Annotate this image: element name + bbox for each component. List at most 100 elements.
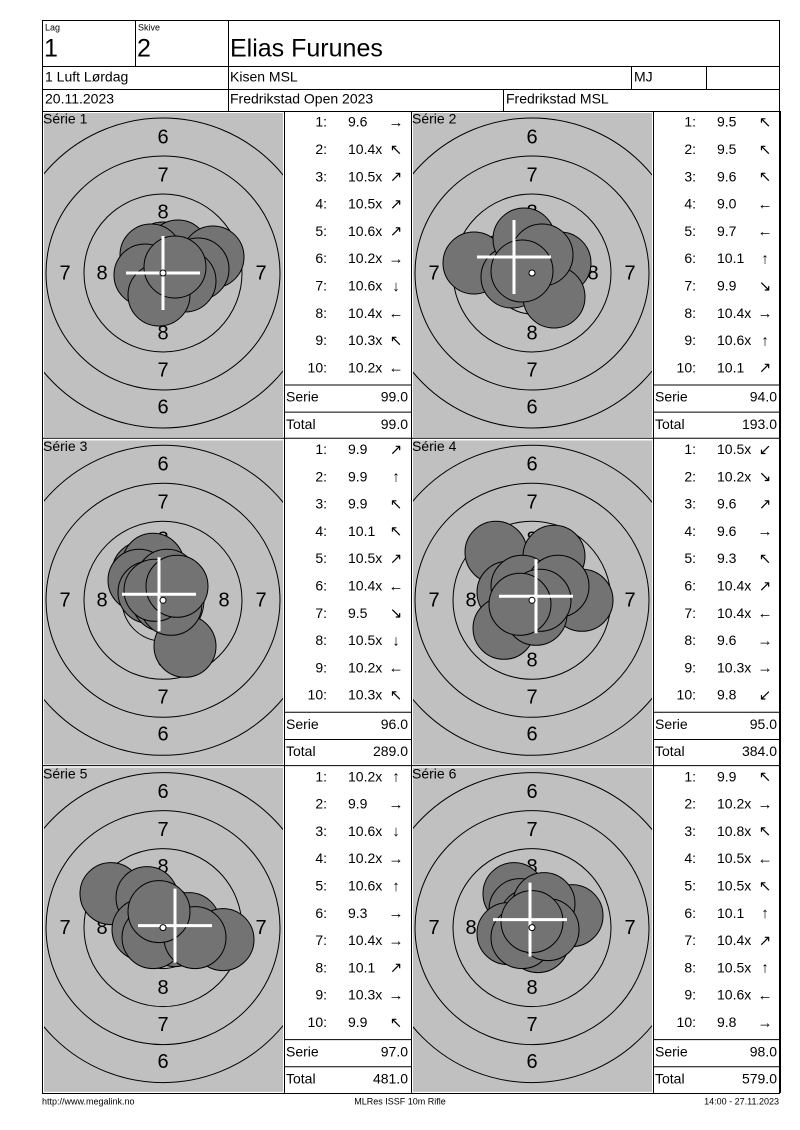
shot-direction: ↗ (759, 578, 772, 595)
shot-direction: ↗ (390, 550, 403, 567)
ring-label: 6 (157, 126, 168, 148)
shot-score: 9.5 (717, 141, 737, 157)
shot-number: 6: (315, 250, 327, 266)
shot-score: 9.9 (348, 496, 368, 512)
serie-label: Serie (286, 1043, 319, 1059)
shot-score: 10.1 (348, 523, 375, 539)
shot-score: 10.1 (717, 905, 744, 921)
ring-label: 6 (526, 126, 537, 148)
shot-number: 2: (684, 468, 696, 484)
footer-timestamp: 14:00 - 27.11.2023 (704, 1096, 779, 1106)
total-score: 481.0 (373, 1070, 408, 1086)
shot-score: 9.9 (717, 768, 737, 784)
shot-score: 9.9 (348, 796, 368, 812)
ring-label: 7 (59, 590, 70, 612)
ring-label: 8 (218, 590, 229, 612)
shot-score: 10.3x (348, 987, 382, 1003)
shot-number: 4: (315, 523, 327, 539)
shot-number: 10: (308, 359, 327, 375)
series-title: Série 1 (43, 111, 88, 127)
skive: 2 (137, 35, 151, 63)
total-label: Total (286, 743, 316, 759)
shot-number: 5: (684, 550, 696, 566)
shot-direction: → (758, 305, 773, 322)
shot-direction: ← (389, 360, 404, 377)
shot-score: 9.9 (717, 278, 737, 294)
target: 6788767887 (413, 113, 652, 438)
target: 6788767887 (413, 767, 652, 1092)
shot-score: 10.2x (348, 250, 382, 266)
shot-number: 2: (315, 468, 327, 484)
shot-number: 8: (315, 959, 327, 975)
shot-direction: ↑ (392, 769, 400, 786)
ring-label: 7 (255, 590, 266, 612)
center-mark (159, 269, 167, 277)
shot-number: 1: (315, 441, 327, 457)
shot-score: 9.9 (348, 441, 368, 457)
shot-direction: ↖ (390, 332, 403, 349)
shot-number: 1: (684, 441, 696, 457)
shot-score: 9.9 (348, 1014, 368, 1030)
center-mark (528, 596, 536, 604)
ring (413, 117, 652, 429)
shot-direction: ↖ (390, 496, 403, 513)
shot-direction: ← (389, 660, 404, 677)
target: 6788767887 (413, 440, 652, 765)
shot-number: 9: (315, 987, 327, 1003)
ring-label: 6 (157, 1051, 168, 1073)
total-label: Total (286, 416, 316, 432)
shot-score: 9.8 (717, 1014, 737, 1030)
shooter-name: Elias Furunes (230, 35, 383, 63)
shot-number: 2: (315, 141, 327, 157)
shot-hole (490, 239, 554, 303)
ring-label: 7 (157, 492, 168, 514)
ring-label: 7 (526, 819, 537, 841)
ring-label: 7 (157, 359, 168, 381)
ring-label: 7 (59, 262, 70, 284)
serie-label: Serie (655, 1043, 688, 1059)
shot-direction: ↗ (759, 932, 772, 949)
shot-number: 7: (315, 932, 327, 948)
shot-direction: ← (758, 850, 773, 867)
shot-direction: ↑ (761, 905, 769, 922)
series-title: Série 6 (412, 765, 457, 781)
ring-label: 8 (157, 201, 168, 223)
shot-number: 6: (684, 250, 696, 266)
ring-label: 7 (157, 164, 168, 186)
shot-score: 10.2x (348, 659, 382, 675)
shot-direction: ↗ (759, 360, 772, 377)
ring-label: 8 (465, 590, 476, 612)
shot-direction: → (389, 905, 404, 922)
ring (414, 155, 650, 391)
shot-score: 9.0 (717, 196, 737, 212)
shot-number: 5: (684, 223, 696, 239)
shot-direction: → (389, 932, 404, 949)
shot-number: 6: (315, 905, 327, 921)
total-label: Total (655, 416, 685, 432)
ring-label: 7 (624, 917, 635, 939)
shot-direction: ← (758, 196, 773, 213)
shot-score: 10.6x (348, 223, 382, 239)
shot-score: 9.6 (717, 632, 737, 648)
shot-direction: ← (389, 578, 404, 595)
shot-direction: → (758, 796, 773, 813)
shot-number: 8: (315, 305, 327, 321)
shot-number: 4: (684, 523, 696, 539)
target: 6788767887 (44, 440, 283, 765)
shot-number: 5: (684, 878, 696, 894)
event: Fredrikstad Open 2023 (230, 91, 373, 107)
serie-score: 99.0 (381, 389, 408, 405)
shot-score: 10.5x (717, 441, 751, 457)
shot-number: 8: (684, 959, 696, 975)
shot-direction: ↖ (759, 114, 772, 131)
serie-score: 94.0 (750, 389, 777, 405)
shot-score: 10.5x (348, 632, 382, 648)
center-mark (159, 596, 167, 604)
ring-label: 6 (526, 724, 537, 746)
shot-score: 10.6x (348, 878, 382, 894)
shot-score: 10.4x (717, 605, 751, 621)
date: 20.11.2023 (45, 91, 114, 107)
target: 6788767887 (44, 767, 283, 1092)
shot-score: 9.5 (717, 114, 737, 130)
shot-number: 10: (677, 359, 696, 375)
